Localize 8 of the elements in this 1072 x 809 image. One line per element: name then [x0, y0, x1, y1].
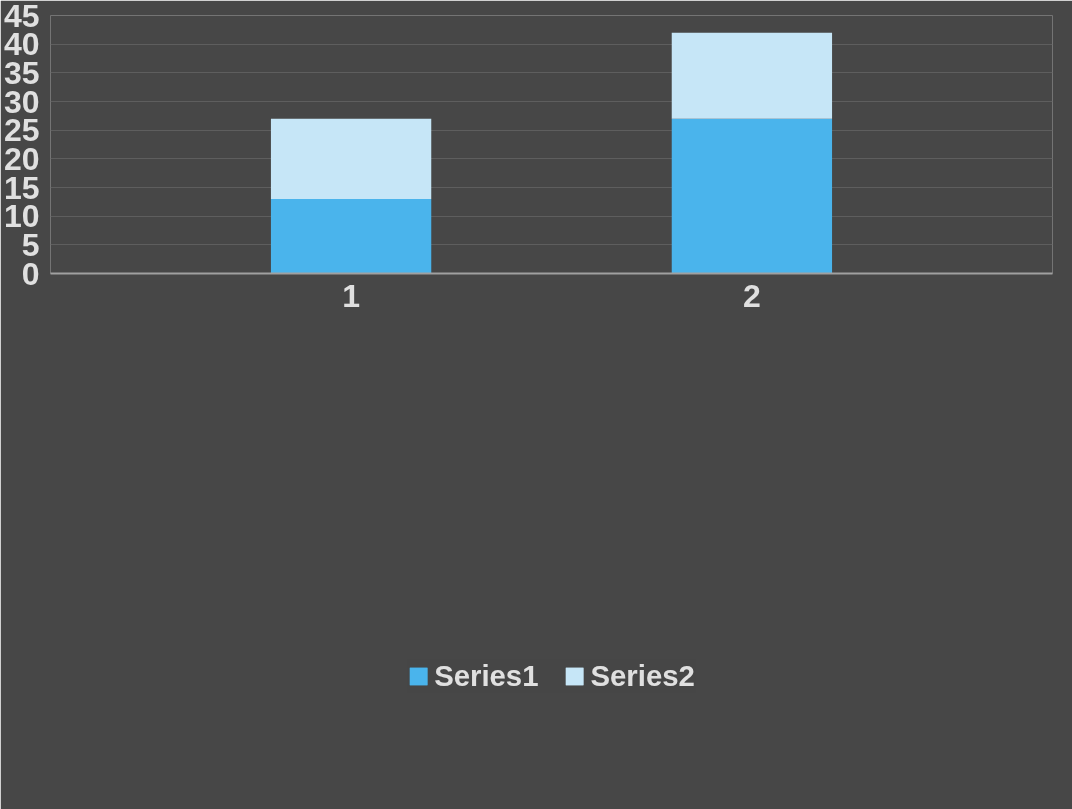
- legend-label: Series1: [434, 658, 539, 693]
- x-tick-label: 2: [743, 277, 761, 314]
- legend-label: Series2: [590, 658, 695, 693]
- bar: [270, 118, 432, 199]
- bar: [671, 32, 833, 119]
- x-tick-label: 1: [342, 277, 360, 314]
- bar: [671, 118, 833, 274]
- bar: [270, 198, 432, 274]
